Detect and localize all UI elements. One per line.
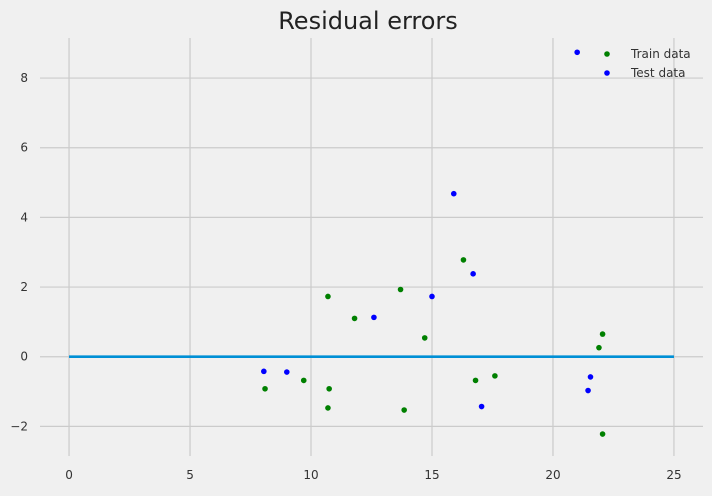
- train-data-point: [326, 385, 332, 392]
- y-tick-label: 6: [20, 141, 28, 155]
- test-data-point: [574, 49, 580, 56]
- y-tick-label: 2: [20, 280, 28, 294]
- train-data-point: [401, 407, 407, 413]
- train-data-point: [300, 377, 307, 384]
- train-data-point: [325, 293, 331, 300]
- train-data-point: [460, 257, 467, 263]
- train-data-point: [599, 331, 606, 337]
- train-data-point: [421, 335, 428, 341]
- train-data-point: [351, 315, 358, 322]
- legend-label: Train data: [630, 47, 691, 61]
- train-data-point: [492, 373, 498, 379]
- test-data-point: [284, 369, 290, 375]
- x-axis-ticks: 0 5 10 15 20 25: [65, 468, 681, 482]
- y-tick-label: −2: [10, 419, 28, 433]
- legend-marker: [604, 51, 610, 57]
- x-tick-label: 5: [186, 468, 194, 482]
- y-axis-ticks: −2 0 2 4 6 8: [10, 71, 28, 433]
- y-tick-label: 4: [20, 210, 28, 224]
- test-data-point: [478, 403, 485, 410]
- test-data-point: [587, 374, 594, 380]
- x-tick-label: 20: [545, 468, 560, 482]
- train-data-point: [472, 377, 479, 384]
- legend-marker: [604, 70, 610, 76]
- train-data-point: [325, 405, 331, 411]
- train-data-point: [397, 286, 404, 293]
- test-data-point: [261, 368, 267, 375]
- y-tick-label: 8: [20, 71, 28, 85]
- x-tick-label: 10: [303, 468, 318, 482]
- y-tick-label: 0: [20, 350, 28, 364]
- test-data-point: [585, 387, 591, 394]
- train-data-point: [596, 344, 602, 351]
- data-points: [261, 49, 606, 437]
- test-data-point: [470, 271, 476, 277]
- train-data-point: [262, 385, 268, 392]
- x-tick-label: 25: [666, 468, 681, 482]
- test-data-point: [429, 293, 435, 300]
- chart-title: Residual errors: [278, 7, 458, 35]
- legend-label: Test data: [630, 66, 685, 80]
- legend: Train data Test data: [604, 47, 691, 80]
- test-data-point: [371, 314, 377, 321]
- x-tick-label: 0: [65, 468, 73, 482]
- train-data-point: [599, 431, 606, 437]
- x-tick-label: 15: [424, 468, 439, 482]
- test-data-point: [450, 190, 457, 197]
